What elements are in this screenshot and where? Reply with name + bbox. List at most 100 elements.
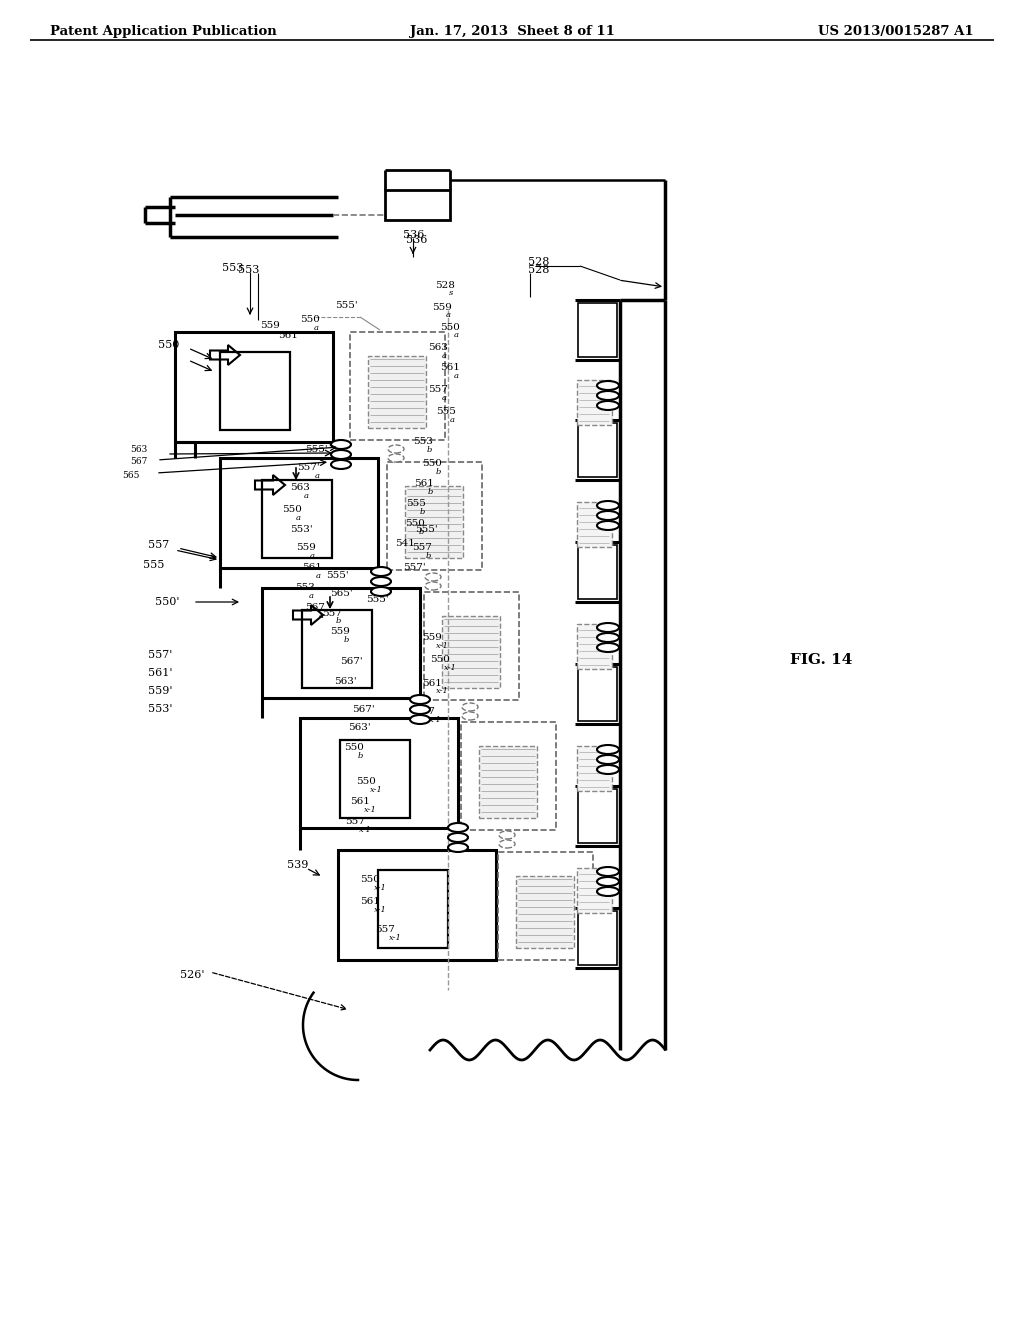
Text: 561: 561 bbox=[440, 363, 460, 372]
Text: 555': 555' bbox=[326, 570, 348, 579]
Ellipse shape bbox=[597, 755, 618, 764]
Bar bbox=[262, 587, 420, 698]
Ellipse shape bbox=[597, 744, 618, 754]
Ellipse shape bbox=[388, 454, 404, 462]
Ellipse shape bbox=[462, 704, 478, 711]
Text: 550: 550 bbox=[344, 743, 364, 752]
Ellipse shape bbox=[371, 577, 391, 586]
Text: 559: 559 bbox=[296, 544, 315, 553]
Bar bbox=[577, 624, 612, 669]
Bar bbox=[479, 746, 537, 818]
Bar bbox=[302, 610, 372, 688]
Text: b: b bbox=[435, 469, 441, 477]
Text: 539: 539 bbox=[287, 861, 308, 870]
Text: 550: 550 bbox=[406, 520, 425, 528]
Text: 550': 550' bbox=[155, 597, 179, 607]
Ellipse shape bbox=[331, 459, 351, 469]
Bar bbox=[516, 876, 574, 948]
Text: 541: 541 bbox=[395, 540, 415, 549]
Text: x-1: x-1 bbox=[443, 664, 457, 672]
Ellipse shape bbox=[597, 502, 618, 510]
Text: x-1: x-1 bbox=[358, 826, 372, 834]
Text: 528: 528 bbox=[528, 257, 549, 267]
Text: a: a bbox=[309, 552, 314, 560]
Text: 555: 555 bbox=[406, 499, 426, 508]
Text: 550: 550 bbox=[300, 315, 319, 325]
Text: 559: 559 bbox=[260, 321, 280, 330]
Text: 550: 550 bbox=[440, 322, 460, 331]
Text: 567': 567' bbox=[340, 657, 362, 667]
Bar bbox=[424, 591, 519, 700]
Text: x-1: x-1 bbox=[370, 785, 382, 795]
Ellipse shape bbox=[331, 450, 351, 459]
Bar bbox=[578, 789, 617, 843]
Text: x-1: x-1 bbox=[435, 642, 449, 649]
Text: 553: 553 bbox=[238, 265, 259, 275]
Text: x-1: x-1 bbox=[364, 807, 377, 814]
Ellipse shape bbox=[597, 391, 618, 400]
Bar bbox=[175, 333, 333, 442]
Ellipse shape bbox=[410, 705, 430, 714]
Text: 563': 563' bbox=[334, 677, 356, 686]
Text: 561: 561 bbox=[350, 797, 370, 807]
Text: 567': 567' bbox=[352, 705, 375, 714]
Bar bbox=[340, 741, 410, 818]
Bar bbox=[385, 190, 450, 220]
Bar bbox=[498, 851, 593, 960]
Text: 557: 557 bbox=[148, 540, 169, 550]
Text: s: s bbox=[449, 289, 453, 297]
Bar bbox=[378, 870, 449, 948]
Ellipse shape bbox=[449, 822, 468, 832]
Text: 561': 561' bbox=[148, 668, 172, 678]
Bar bbox=[387, 462, 482, 570]
Text: 536: 536 bbox=[406, 235, 427, 246]
Text: a: a bbox=[315, 572, 321, 579]
Bar bbox=[300, 718, 458, 828]
Ellipse shape bbox=[425, 573, 441, 581]
Ellipse shape bbox=[597, 521, 618, 531]
Bar bbox=[220, 352, 290, 430]
Text: 567: 567 bbox=[130, 458, 147, 466]
Text: 553': 553' bbox=[290, 525, 312, 535]
Text: 553: 553 bbox=[295, 583, 314, 593]
Text: b: b bbox=[427, 446, 432, 454]
Text: 561: 561 bbox=[360, 898, 380, 907]
Ellipse shape bbox=[449, 843, 468, 851]
Text: 557': 557' bbox=[297, 463, 319, 473]
Text: x-1: x-1 bbox=[374, 906, 386, 913]
Ellipse shape bbox=[597, 867, 618, 876]
Text: 555': 555' bbox=[366, 595, 389, 605]
Ellipse shape bbox=[597, 766, 618, 774]
Text: 561: 561 bbox=[414, 479, 434, 488]
Bar bbox=[578, 422, 617, 477]
Text: 550: 550 bbox=[360, 875, 380, 884]
Text: a: a bbox=[445, 312, 451, 319]
Ellipse shape bbox=[597, 643, 618, 652]
Text: 550: 550 bbox=[282, 506, 302, 515]
Text: Jan. 17, 2013  Sheet 8 of 11: Jan. 17, 2013 Sheet 8 of 11 bbox=[410, 25, 614, 38]
Text: 528: 528 bbox=[528, 265, 549, 275]
Text: 526': 526' bbox=[180, 970, 205, 979]
Text: 550: 550 bbox=[430, 656, 450, 664]
Text: 561: 561 bbox=[422, 678, 442, 688]
Text: 559: 559 bbox=[432, 302, 452, 312]
Ellipse shape bbox=[371, 568, 391, 576]
Text: a: a bbox=[454, 331, 459, 339]
Text: a: a bbox=[318, 612, 324, 620]
Text: 555': 555' bbox=[335, 301, 357, 309]
Text: a: a bbox=[313, 323, 318, 333]
Text: x-1: x-1 bbox=[428, 715, 441, 723]
Ellipse shape bbox=[597, 887, 618, 896]
Text: 565: 565 bbox=[122, 470, 139, 479]
Text: b: b bbox=[343, 636, 349, 644]
Text: 563: 563 bbox=[290, 483, 310, 492]
Bar bbox=[577, 746, 612, 791]
Ellipse shape bbox=[597, 623, 618, 632]
Text: 553: 553 bbox=[222, 263, 244, 273]
Text: 550: 550 bbox=[422, 459, 442, 469]
Text: 553': 553' bbox=[148, 704, 172, 714]
Text: b: b bbox=[336, 616, 341, 624]
Text: 555: 555 bbox=[143, 560, 165, 570]
Bar bbox=[338, 850, 496, 960]
Ellipse shape bbox=[597, 401, 618, 411]
